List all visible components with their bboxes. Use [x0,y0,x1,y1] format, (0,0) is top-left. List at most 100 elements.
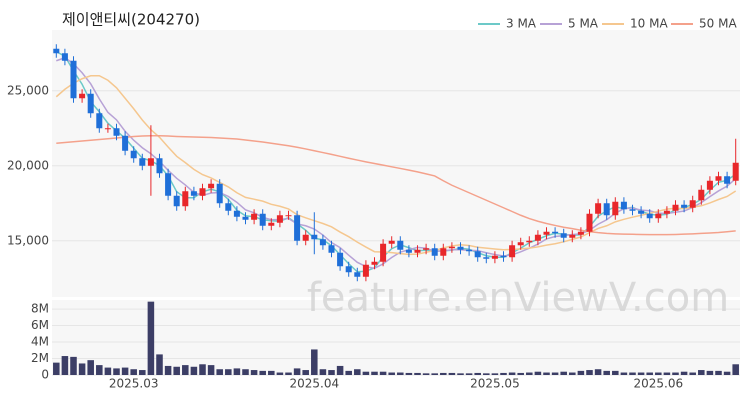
candle-body [362,264,369,277]
volume-bar [569,372,576,375]
ma-line [55,75,737,256]
candle-body [259,213,266,226]
candle-body [122,135,129,151]
candle-body [380,243,387,262]
candle-body [79,93,86,99]
volume-bar [70,356,77,375]
candle-body [517,242,524,246]
volume-bar [689,372,696,375]
volume-bar [371,371,378,375]
volume-panel [52,300,740,375]
chart-title: 제이앤티씨(204270) [62,11,200,29]
candle-body [311,234,318,240]
candle-body [388,240,395,244]
volume-bar [397,372,404,375]
candle-body [173,195,180,207]
volume-bar [268,370,275,375]
legend-label: 3 MA [506,17,537,31]
candle-body [698,189,705,201]
candle-body [706,180,713,190]
candle-body [603,203,610,216]
x-tick-label: 2025.03 [109,377,159,391]
volume-bar [130,369,137,375]
candle-body [655,213,662,219]
volume-bar [87,360,94,375]
candle-body [104,128,111,130]
legend-label: 10 MA [630,17,668,31]
volume-bar [173,366,180,375]
volume-bar [586,370,593,375]
volume-bar [646,372,653,375]
volume-bar [139,370,146,375]
candle-body [405,249,412,253]
volume-bar [207,365,215,375]
candle-body [500,255,507,258]
y-tick-label: 15,000 [7,233,49,247]
candle-body [552,231,559,234]
volume-bar [182,365,189,375]
volume-bar [147,301,155,375]
volume-bar [345,370,352,375]
volume-bar [225,369,232,375]
x-tick-label: 2025.06 [633,377,683,391]
candle-body [483,257,490,259]
candle-body [543,231,550,235]
volume-bar [620,372,628,375]
volume-bar [637,372,645,375]
candle-body [526,240,533,243]
volume-bar [362,371,370,375]
volume-bar [715,370,722,375]
candle-body [620,201,627,210]
candle-body [156,158,163,174]
candle-body [190,191,197,196]
candle-body [577,231,584,235]
volume-bar [302,370,309,375]
candle-body [70,60,77,99]
volume-bar [672,372,679,375]
y-tick-label: 4M [31,335,49,349]
candle-body [466,249,473,252]
volume-bar [276,372,284,375]
candle-body [319,239,326,246]
candle-body [294,215,301,241]
volume-bar [706,370,714,375]
candle-body [285,215,292,217]
volume-bar [474,372,481,375]
y-tick-label: 8M [31,302,49,316]
volume-bar [61,356,69,375]
candle-body [225,203,232,211]
volume-bar [121,367,129,375]
volume-bar [663,372,671,375]
volume-bar [560,371,567,375]
legend-label: 5 MA [568,17,599,31]
volume-bar [242,369,249,375]
candle-body [724,176,731,184]
candle-body [474,251,481,258]
candle-body [337,252,344,267]
volume-bar [483,373,490,375]
volume-bar [414,372,421,375]
y-tick-label: 6M [31,318,49,332]
volume-bar [379,371,387,375]
volume-bar [543,372,550,375]
candle-body [491,255,498,259]
candle-body [233,210,240,217]
volume-bar [612,370,619,375]
candle-body [534,234,541,241]
volume-bar [680,371,688,375]
volume-bar [233,368,241,375]
volume-bar [164,365,172,375]
volume-bar [405,372,413,375]
candle-body [440,248,447,256]
candle-body [208,183,215,189]
candle-body [414,249,421,253]
candle-body [638,210,645,214]
candle-body [732,162,739,181]
candle-body [448,246,455,249]
ma-line [56,135,736,236]
candle-body [715,176,722,181]
x-tick-label: 2025.05 [470,377,520,391]
candle-body [165,173,172,196]
watermark: feature.enViewV.com [307,275,729,321]
